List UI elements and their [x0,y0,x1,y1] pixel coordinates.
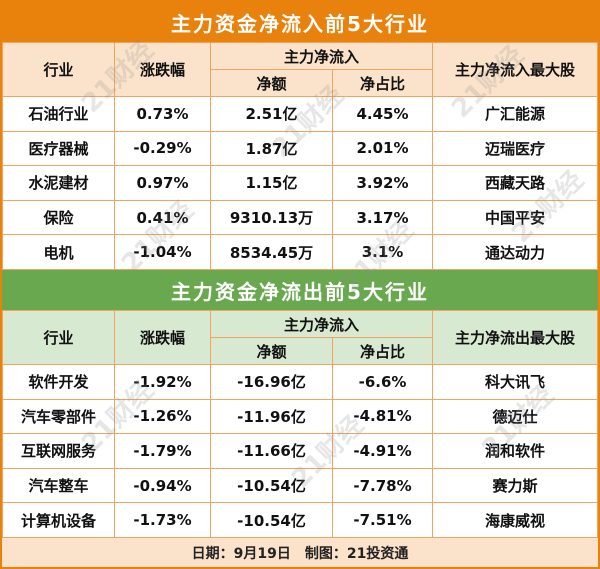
table-row: 互联网服务 -1.79% -11.66亿 -4.91% 润和软件 [2,433,598,469]
change-cell: 0.97% [114,165,211,201]
industry-cell: 汽车整车 [2,467,115,504]
net-amount-cell: 9310.13万 [210,199,333,236]
net-ratio-cell: 3.1% [331,234,434,270]
net-amount-cell: -16.96亿 [210,364,333,400]
net-amount-cell: -10.54亿 [210,467,333,504]
top-stock-cell: 德迈仕 [432,398,598,435]
top-stock-cell: 西藏天路 [432,165,598,201]
net-ratio-cell: -7.78% [331,467,434,504]
top-stock-cell: 迈瑞医疗 [432,130,598,167]
top-stock-cell: 海康威视 [432,502,598,538]
change-cell: -0.29% [114,130,211,167]
industry-cell: 汽车零部件 [2,398,115,435]
table-row: 石油行业 0.73% 2.51亿 4.45% 广汇能源 [2,96,598,132]
industry-cell: 电机 [2,234,115,270]
top-stock-cell: 中国平安 [432,199,598,236]
change-cell: -1.79% [114,433,211,469]
table-row: 电机 -1.04% 8534.45万 3.1% 通达动力 [2,234,598,270]
top-stock-cell: 广汇能源 [432,96,598,132]
table-row: 汽车整车 -0.94% -10.54亿 -7.78% 赛力斯 [2,467,598,504]
table-row: 计算机设备 -1.73% -10.54亿 -7.51% 海康威视 [2,502,598,538]
inflow-banner-title: 主力资金净流入前5大行业 [2,2,598,42]
net-ratio-cell: -4.81% [331,398,434,435]
table-row: 汽车零部件 -1.26% -11.96亿 -4.81% 德迈仕 [2,398,598,435]
net-ratio-cell: 3.92% [331,165,434,201]
col-header-top-stock: 主力净流入最大股 [432,42,598,97]
col-header-industry: 行业 [2,310,115,365]
net-ratio-cell: 3.17% [331,199,434,236]
col-header-change: 涨跌幅 [114,310,211,365]
change-cell: -1.92% [114,364,211,400]
industry-cell: 软件开发 [2,364,115,400]
industry-cell: 互联网服务 [2,433,115,469]
industry-cell: 计算机设备 [2,502,115,538]
change-cell: 0.73% [114,96,211,132]
net-amount-cell: 8534.45万 [210,234,333,270]
net-amount-cell: -10.54亿 [210,502,333,538]
industry-cell: 医疗器械 [2,130,115,167]
industry-cell: 水泥建材 [2,165,115,201]
top-stock-cell: 通达动力 [432,234,598,270]
inflow-table: 行业 涨跌幅 主力净流入 主力净流入最大股 净额 净占比 石油行业 0.73% … [2,42,598,270]
change-cell: -1.73% [114,502,211,538]
col-header-net-amount: 净额 [210,69,333,97]
outflow-table-wrap: 行业 涨跌幅 主力净流入 主力净流出最大股 净额 净占比 软件开发 -1.92%… [2,310,598,538]
table-row: 水泥建材 0.97% 1.15亿 3.92% 西藏天路 [2,165,598,201]
net-ratio-cell: 4.45% [331,96,434,132]
top-stock-cell: 赛力斯 [432,467,598,504]
table-row: 保险 0.41% 9310.13万 3.17% 中国平安 [2,199,598,236]
col-header-top-stock: 主力净流出最大股 [432,310,598,365]
col-header-industry: 行业 [2,42,115,97]
col-header-main-net: 主力净流入 [209,310,434,338]
top-stock-cell: 润和软件 [432,433,598,469]
inflow-table-wrap: 行业 涨跌幅 主力净流入 主力净流入最大股 净额 净占比 石油行业 0.73% … [2,42,598,270]
footer-caption: 日期：9月19日 制图：21投资通 [2,538,598,567]
net-ratio-cell: -7.51% [331,502,434,538]
industry-cell: 石油行业 [2,96,115,132]
col-header-net-ratio: 净占比 [331,69,434,97]
change-cell: -1.26% [114,398,211,435]
net-ratio-cell: -4.91% [331,433,434,469]
top-stock-cell: 科大讯飞 [432,364,598,400]
net-ratio-cell: 2.01% [331,130,434,167]
net-ratio-cell: -6.6% [331,364,434,400]
net-amount-cell: -11.66亿 [210,433,333,469]
change-cell: -0.94% [114,467,211,504]
table-row: 医疗器械 -0.29% 1.87亿 2.01% 迈瑞医疗 [2,130,598,167]
net-amount-cell: -11.96亿 [210,398,333,435]
col-header-net-ratio: 净占比 [331,337,434,365]
col-header-net-amount: 净额 [210,337,333,365]
net-amount-cell: 2.51亿 [210,96,333,132]
change-cell: 0.41% [114,199,211,236]
net-amount-cell: 1.15亿 [210,165,333,201]
col-header-main-net: 主力净流入 [209,42,434,70]
outflow-banner-title: 主力资金净流出前5大行业 [2,270,598,310]
col-header-change: 涨跌幅 [114,42,211,97]
industry-cell: 保险 [2,199,115,236]
change-cell: -1.04% [114,234,211,270]
table-row: 软件开发 -1.92% -16.96亿 -6.6% 科大讯飞 [2,364,598,400]
outflow-table: 行业 涨跌幅 主力净流入 主力净流出最大股 净额 净占比 软件开发 -1.92%… [2,310,598,538]
net-amount-cell: 1.87亿 [210,130,333,167]
